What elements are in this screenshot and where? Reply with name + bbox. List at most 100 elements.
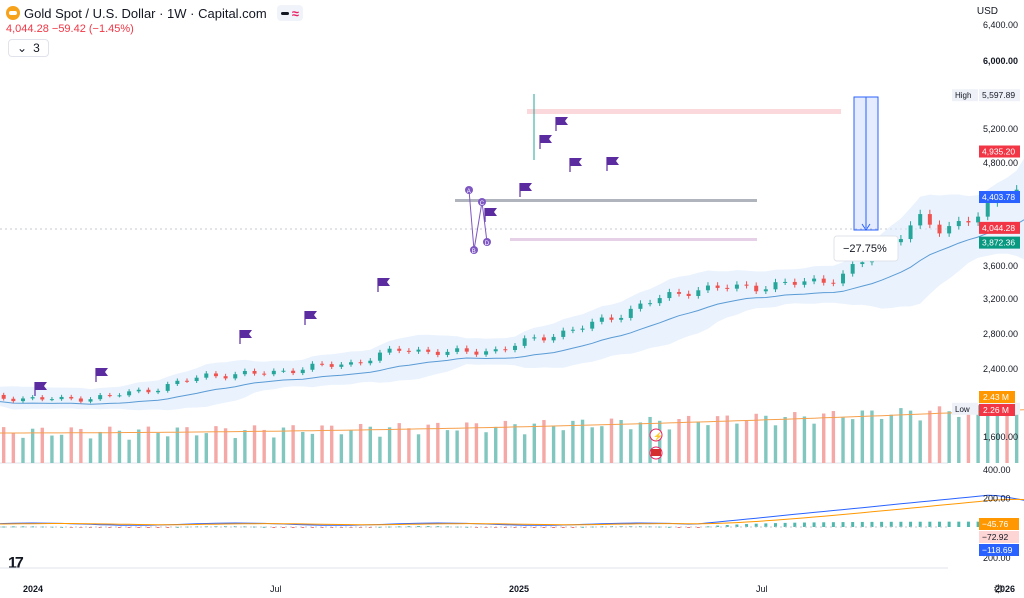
time-tick-label: 2024 bbox=[23, 584, 43, 594]
candle bbox=[69, 396, 74, 399]
measure-label: −27.75% bbox=[843, 243, 887, 255]
macd-histogram-bar bbox=[262, 526, 266, 528]
macd-histogram-bar bbox=[532, 527, 536, 528]
candle bbox=[976, 216, 981, 223]
candle bbox=[98, 395, 103, 400]
macd-histogram-bar bbox=[388, 526, 392, 528]
volume-bar bbox=[686, 415, 691, 463]
macd-histogram-bar bbox=[253, 526, 257, 528]
symbol-header[interactable]: Gold Spot / U.S. Dollar · 1W · Capital.c… bbox=[6, 4, 303, 22]
macd-histogram-bar bbox=[677, 527, 681, 528]
macd-histogram-bar bbox=[957, 521, 961, 527]
candle bbox=[11, 398, 16, 402]
candle bbox=[619, 317, 624, 320]
macd-histogram-bar bbox=[687, 527, 691, 528]
event-flag bbox=[570, 158, 582, 166]
volume-bar bbox=[841, 417, 845, 463]
settings-gear-icon[interactable]: ⚙ bbox=[993, 582, 1004, 596]
volume-bar bbox=[600, 426, 604, 463]
price-tick-label: 1,600.00 bbox=[983, 432, 1018, 442]
price-tick-label: 2,800.00 bbox=[983, 329, 1018, 339]
macd-histogram-bar bbox=[378, 526, 382, 528]
price-tick-label: 3,600.00 bbox=[983, 261, 1018, 271]
indicators-toggle[interactable]: ⌄ 3 bbox=[8, 39, 49, 57]
macd-histogram-bar bbox=[561, 527, 565, 528]
pattern-point bbox=[470, 246, 478, 254]
candle bbox=[20, 398, 25, 402]
volume-bar bbox=[214, 426, 218, 463]
candle bbox=[667, 292, 672, 299]
macd-histogram-bar bbox=[272, 527, 276, 528]
candle bbox=[213, 373, 218, 377]
volume-bar bbox=[831, 410, 836, 463]
volume-bar bbox=[754, 413, 758, 463]
price-change-line: 4,044.28 −59.42 (−1.45%) bbox=[6, 23, 134, 35]
candle bbox=[136, 389, 141, 392]
candle bbox=[281, 370, 286, 372]
macd-histogram-bar bbox=[156, 527, 160, 528]
candle bbox=[831, 282, 836, 284]
macd-tick-label: 200.00 bbox=[983, 553, 1011, 563]
macd-histogram-bar bbox=[802, 522, 806, 527]
candle bbox=[146, 389, 151, 393]
candle bbox=[503, 349, 508, 351]
currency-label[interactable]: USD bbox=[976, 6, 998, 17]
candle bbox=[30, 397, 35, 399]
event-flag bbox=[485, 208, 497, 216]
time-tick-label: Jul bbox=[270, 584, 282, 594]
candle bbox=[464, 348, 469, 352]
candle bbox=[725, 287, 730, 289]
volume-bar bbox=[436, 422, 440, 463]
badge-tag: Low bbox=[955, 405, 970, 414]
macd-histogram-bar bbox=[117, 527, 121, 528]
volume-bar bbox=[137, 429, 141, 463]
time-tick-label: 2025 bbox=[509, 584, 529, 594]
volume-bar bbox=[532, 423, 537, 463]
macd-histogram-bar bbox=[812, 522, 816, 527]
candle bbox=[252, 370, 257, 374]
volume-bar bbox=[764, 415, 768, 463]
macd-histogram-bar bbox=[417, 526, 421, 528]
macd-line bbox=[0, 494, 1024, 526]
candle bbox=[802, 281, 807, 285]
volume-bar bbox=[494, 426, 498, 463]
volume-bar bbox=[648, 416, 652, 463]
volume-bar bbox=[233, 438, 237, 463]
candle bbox=[40, 397, 45, 400]
candle bbox=[513, 345, 518, 351]
time-tick-label: Jul bbox=[756, 584, 768, 594]
price-tick-label: 4,800.00 bbox=[983, 158, 1018, 168]
volume-bar bbox=[706, 425, 710, 463]
volume-bar bbox=[368, 426, 372, 463]
macd-histogram-bar bbox=[822, 522, 826, 527]
price-badge-label: 4,044.28 bbox=[982, 223, 1015, 233]
volume-bar bbox=[465, 422, 469, 463]
volume-bar bbox=[484, 432, 488, 463]
candle bbox=[156, 390, 161, 393]
candle bbox=[426, 349, 431, 352]
price-tick-label: 6,000.00 bbox=[983, 56, 1018, 66]
volume-badge bbox=[979, 391, 1015, 403]
price-tick-label: 3,200.00 bbox=[983, 294, 1018, 304]
chart-type-pill[interactable]: ≈ bbox=[276, 5, 303, 21]
volume-bar bbox=[995, 412, 1000, 463]
candle bbox=[242, 370, 247, 375]
macd-histogram-bar bbox=[966, 521, 970, 527]
volume-bar bbox=[291, 425, 295, 463]
candle bbox=[561, 330, 566, 337]
volume-bar bbox=[638, 422, 643, 463]
event-flag bbox=[540, 135, 552, 143]
candle bbox=[88, 399, 93, 402]
macd-histogram-bar bbox=[166, 527, 170, 528]
candle bbox=[310, 363, 315, 370]
price-badge bbox=[979, 236, 1020, 249]
candle bbox=[204, 373, 209, 378]
macd-histogram-bar bbox=[426, 526, 430, 528]
pattern-label: B bbox=[472, 249, 476, 255]
volume-bar bbox=[928, 410, 932, 463]
volume-bar bbox=[330, 425, 334, 463]
candle bbox=[493, 349, 498, 352]
macd-histogram-bar bbox=[793, 522, 797, 527]
support-line-upper bbox=[455, 199, 757, 202]
